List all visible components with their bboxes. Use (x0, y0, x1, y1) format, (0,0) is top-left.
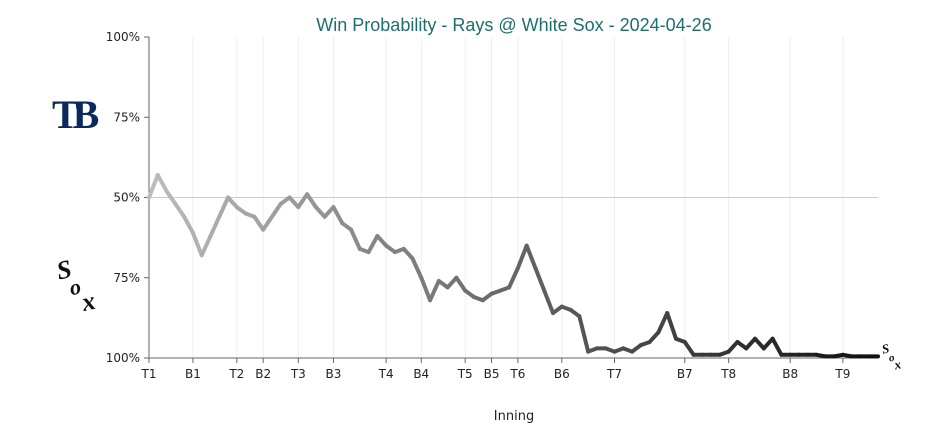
x-tick-label: B5 (484, 367, 500, 381)
line-segment (410, 256, 424, 280)
line-segment (533, 266, 547, 293)
line-segment (226, 195, 239, 210)
line-segment (647, 330, 661, 344)
line-segment (349, 227, 362, 251)
line-segment (524, 243, 538, 271)
y-axis: 100% 75% 50% 75% 100% (106, 30, 150, 365)
line-segment (682, 339, 696, 357)
x-tick-label: B8 (782, 367, 798, 381)
line-segment (313, 205, 327, 219)
line-segment (190, 230, 204, 258)
line-segment (515, 243, 529, 271)
x-tick-label: T4 (378, 367, 394, 381)
x-tick-label: T1 (141, 367, 157, 381)
x-tick-label: T3 (290, 367, 306, 381)
svg-text:S: S (54, 254, 74, 285)
line-segment (656, 311, 670, 335)
x-axis-label: Inning (494, 409, 534, 424)
line-segment (454, 275, 468, 293)
x-tick-label: T9 (834, 367, 850, 381)
line-segment (287, 195, 301, 210)
line-segment (155, 173, 169, 194)
line-segment (542, 288, 556, 316)
svg-text:o: o (67, 273, 83, 300)
line-segment (322, 205, 336, 219)
y-tick-label: 75% (113, 271, 140, 285)
y-tick-label: 100% (106, 30, 140, 44)
y-tick-label: 50% (113, 191, 140, 205)
white-sox-end-logo: S o x (880, 341, 903, 373)
x-tick-label: T7 (606, 367, 622, 381)
rays-logo: TB (52, 92, 105, 137)
x-tick-label: B3 (326, 367, 342, 381)
line-segment (269, 201, 283, 219)
line-segment (164, 189, 178, 206)
svg-text:TB: TB (52, 92, 99, 137)
line-segment (419, 275, 433, 303)
line-segment (331, 205, 345, 226)
line-segment (401, 246, 415, 261)
line-segment (753, 336, 766, 351)
grid (148, 37, 878, 358)
svg-text:S: S (880, 341, 890, 357)
line-segment (375, 234, 389, 248)
line-segment (761, 336, 775, 351)
x-tick-label: B6 (554, 367, 570, 381)
line-segment (199, 234, 213, 258)
svg-text:x: x (892, 356, 903, 372)
white-sox-logo: S o x (54, 254, 98, 317)
line-segment (665, 311, 678, 341)
x-tick-label: T8 (720, 367, 736, 381)
y-tick-label: 75% (113, 110, 140, 124)
y-tick-label: 100% (106, 351, 140, 365)
line-segment (428, 278, 441, 303)
line-segment (208, 214, 222, 239)
x-axis: T1 B1 T2 B2 T3 B3 T4 B4 T5 B5 T6 B6 T7 B7 T8 B8 T9 (141, 357, 878, 381)
line-segment (147, 173, 160, 200)
x-tick-label: B4 (413, 367, 429, 381)
line-segment (296, 192, 310, 210)
x-tick-label: B7 (677, 367, 693, 381)
line-segment (726, 339, 740, 354)
line-segment (507, 266, 520, 290)
line-segment (217, 195, 231, 219)
svg-text:o: o (888, 352, 896, 365)
line-segment (305, 192, 318, 210)
chart-title: Win Probability - Rays @ White Sox - 202… (316, 15, 711, 35)
svg-text:x: x (78, 286, 98, 317)
x-tick-label: T2 (228, 367, 244, 381)
line-segment (445, 275, 459, 290)
line-segment (744, 336, 758, 351)
line-segment (577, 314, 591, 354)
x-tick-label: T5 (457, 367, 473, 381)
win-probability-line (147, 173, 880, 359)
line-segment (366, 234, 380, 255)
x-tick-label: B2 (255, 367, 271, 381)
line-segment (182, 214, 195, 235)
line-segment (770, 336, 784, 357)
line-segment (252, 214, 266, 232)
line-segment (261, 214, 274, 232)
line-segment (173, 201, 187, 219)
x-tick-label: B1 (185, 367, 201, 381)
x-tick-label: T6 (509, 367, 525, 381)
